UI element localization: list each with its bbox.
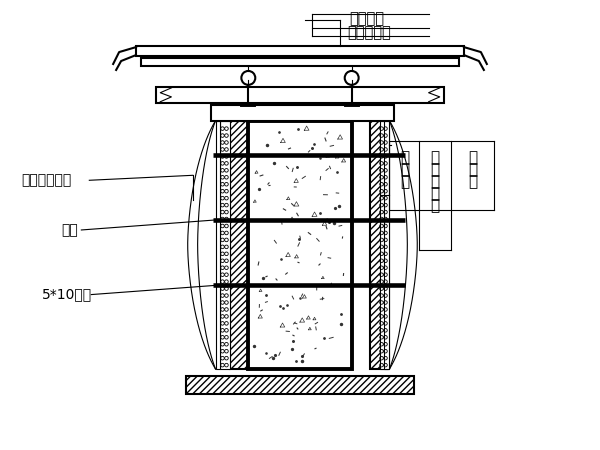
Text: 拉杆: 拉杆: [61, 223, 78, 237]
Bar: [186, 376, 414, 394]
Bar: [230, 121, 248, 369]
Text: 板: 板: [431, 198, 440, 213]
Bar: [385, 121, 389, 369]
Bar: [141, 58, 459, 66]
Bar: [211, 105, 394, 121]
Bar: [370, 121, 388, 369]
Text: 沫: 沫: [431, 186, 440, 201]
Bar: [136, 46, 464, 56]
Bar: [215, 121, 220, 369]
Text: 泡: 泡: [431, 174, 440, 189]
Text: 皮: 皮: [468, 174, 477, 189]
Bar: [186, 376, 414, 394]
Text: 铁: 铁: [468, 162, 477, 177]
Text: 料: 料: [431, 162, 440, 177]
Bar: [380, 121, 389, 369]
Text: 白: 白: [468, 150, 477, 166]
Text: 塑: 塑: [431, 150, 440, 166]
Text: 一层棉被: 一层棉被: [350, 11, 385, 26]
Text: 板: 板: [400, 174, 409, 189]
Text: 一层塑料布: 一层塑料布: [348, 25, 391, 40]
Bar: [370, 121, 388, 369]
Text: 胶: 胶: [400, 162, 409, 177]
Bar: [230, 121, 248, 369]
Text: 竹: 竹: [400, 150, 409, 166]
Text: 5*10方木: 5*10方木: [41, 288, 92, 302]
Bar: [248, 121, 352, 369]
Text: 鐵丝绑扎牢固: 鐵丝绑扎牢固: [22, 173, 72, 187]
Bar: [156, 87, 444, 103]
Bar: [220, 121, 230, 369]
